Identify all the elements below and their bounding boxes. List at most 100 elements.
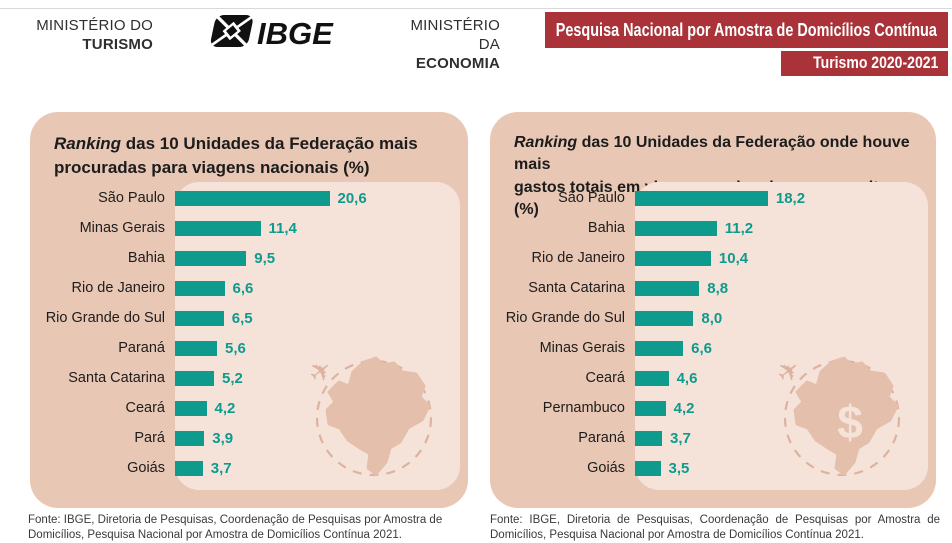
chart-row: Santa Catarina 8,8 bbox=[490, 280, 928, 297]
category-label: Minas Gerais bbox=[79, 220, 165, 236]
category-label: Ceará bbox=[125, 400, 166, 416]
source-note: Fonte: IBGE, Diretoria de Pesquisas, Coo… bbox=[490, 514, 940, 541]
category-label: Ceará bbox=[585, 370, 626, 386]
ministry-economy-line1: MINISTÉRIO DA bbox=[410, 17, 500, 53]
bar bbox=[175, 460, 203, 476]
bar bbox=[635, 190, 768, 206]
chart-row: Rio de Janeiro 6,6 bbox=[30, 280, 460, 297]
category-label: Santa Catarina bbox=[528, 280, 625, 296]
bar-value-label: 4,2 bbox=[673, 399, 695, 417]
source-note: Fonte: IBGE, Diretoria de Pesquisas, Coo… bbox=[28, 514, 443, 541]
category-label: Pernambuco bbox=[542, 400, 625, 416]
bar bbox=[635, 430, 662, 446]
bar bbox=[635, 340, 684, 356]
bar bbox=[175, 220, 261, 236]
chart-row: Minas Gerais 6,6 bbox=[490, 340, 928, 357]
survey-title-banner: Pesquisa Nacional por Amostra de Domicíl… bbox=[545, 12, 948, 48]
bar-value-label: 3,7 bbox=[670, 429, 691, 447]
chart-panel-destinations: Ranking das 10 Unidades da Federação mai… bbox=[30, 112, 468, 508]
chart-title-rest: das 10 Unidades da Federação mais procur… bbox=[54, 134, 418, 177]
bar-value-label: 3,7 bbox=[210, 459, 232, 477]
category-label: Paraná bbox=[578, 430, 625, 446]
category-label: Minas Gerais bbox=[539, 340, 625, 356]
bar-track: 10,4 bbox=[635, 250, 748, 267]
bar-track: 4,2 bbox=[175, 400, 235, 417]
dashed-circle bbox=[783, 359, 901, 477]
travel-decoration: ✈ bbox=[303, 353, 433, 477]
chart-row: Rio Grande do Sul 8,0 bbox=[490, 309, 928, 327]
chart-row: Bahia 11,2 bbox=[490, 219, 928, 237]
bar bbox=[175, 430, 205, 446]
chart-row: São Paulo 18,2 bbox=[490, 190, 928, 207]
bar-value-label: 20,6 bbox=[337, 189, 367, 207]
bar bbox=[175, 250, 247, 266]
chart-row: Santa Catarina 5,2 bbox=[30, 370, 460, 387]
bar-track: 9,5 bbox=[175, 250, 275, 267]
bar bbox=[175, 280, 225, 296]
bar-value-label: 5,6 bbox=[225, 339, 246, 357]
bar bbox=[635, 310, 694, 326]
bar-value-label: 10,4 bbox=[718, 249, 749, 267]
category-label: Rio de Janeiro bbox=[71, 280, 166, 296]
bar-value-label: 11,4 bbox=[268, 219, 297, 237]
category-label: Rio de Janeiro bbox=[531, 250, 626, 266]
bar bbox=[635, 220, 717, 236]
ministry-economy-line2: ECONOMIA bbox=[415, 54, 500, 72]
chart-row: Bahia 9,5 bbox=[30, 250, 460, 267]
ministry-tourism-line1: MINISTÉRIO DO bbox=[36, 17, 153, 34]
chart-row: Minas Gerais 11,4 bbox=[30, 219, 460, 237]
ibge-logo: IBGE bbox=[205, 11, 340, 58]
bar bbox=[635, 370, 669, 386]
chart-row: Paraná 5,6 bbox=[30, 340, 460, 357]
survey-subtitle-text: Turismo 2020-2021 bbox=[812, 54, 938, 72]
category-label: Rio Grande do Sul bbox=[45, 310, 165, 326]
bar-track: 8,8 bbox=[635, 280, 728, 297]
bar-track: 6,5 bbox=[175, 310, 253, 327]
bar-track: 5,2 bbox=[175, 370, 243, 387]
bar-track: 4,6 bbox=[635, 370, 697, 387]
bar-track: 5,6 bbox=[175, 340, 246, 357]
bar-track: 6,6 bbox=[635, 340, 712, 357]
bar bbox=[635, 250, 711, 266]
chart-title-italic: Ranking bbox=[514, 134, 578, 151]
dollar-icon: $ bbox=[837, 396, 863, 448]
chart-row: Pará 3,9 bbox=[30, 429, 460, 447]
chart-row: Pernambuco 4,2 bbox=[490, 399, 928, 417]
bar-value-label: 3,9 bbox=[212, 429, 234, 447]
bar-value-label: 8,0 bbox=[701, 309, 723, 327]
ministry-of-tourism-logotype: MINISTÉRIO DO TURISMO bbox=[8, 17, 153, 55]
bar-value-label: 3,5 bbox=[668, 459, 690, 477]
ministry-of-economy-logotype: MINISTÉRIO DA ECONOMIA bbox=[385, 17, 500, 73]
chart-row: Goiás 3,7 bbox=[30, 459, 460, 477]
category-label: Paraná bbox=[118, 340, 165, 356]
category-label: São Paulo bbox=[98, 190, 165, 206]
bar bbox=[175, 400, 207, 416]
bar-value-label: 5,2 bbox=[222, 369, 243, 387]
category-label: São Paulo bbox=[558, 190, 625, 206]
chart-row: Ceará 4,2 bbox=[30, 400, 460, 417]
chart-row: Rio de Janeiro 10,4 bbox=[490, 250, 928, 267]
category-label: Rio Grande do Sul bbox=[505, 310, 625, 326]
bar-value-label: 11,2 bbox=[724, 219, 754, 237]
chart-row: São Paulo 20,6 bbox=[30, 189, 460, 207]
chart-title: Ranking das 10 Unidades da Federação mai… bbox=[30, 112, 468, 180]
bar-track: 18,2 bbox=[635, 190, 805, 207]
bar-value-label: 6,5 bbox=[231, 309, 253, 327]
chart-row: Rio Grande do Sul 6,5 bbox=[30, 310, 460, 327]
bar bbox=[635, 460, 661, 476]
bar-track: 3,7 bbox=[635, 430, 691, 447]
survey-title-text: Pesquisa Nacional por Amostra de Domicíl… bbox=[555, 19, 938, 40]
bar-value-label: 18,2 bbox=[775, 189, 806, 207]
chart-panel-spending: Ranking das 10 Unidades da Federação ond… bbox=[490, 112, 936, 508]
bar bbox=[175, 310, 224, 326]
bar-value-label: 9,5 bbox=[254, 249, 276, 267]
dashed-circle bbox=[315, 359, 433, 477]
chart-row: Ceará 4,6 bbox=[490, 370, 928, 387]
bar bbox=[175, 370, 214, 386]
ibge-logo-graphic: IBGE bbox=[210, 15, 334, 51]
category-label: Santa Catarina bbox=[68, 370, 165, 386]
bar-track: 3,5 bbox=[635, 460, 689, 477]
chart-row: Goiás 3,5 bbox=[490, 460, 928, 477]
chart-title-italic: Ranking bbox=[54, 134, 122, 153]
ministry-tourism-line2: TURISMO bbox=[82, 35, 153, 53]
